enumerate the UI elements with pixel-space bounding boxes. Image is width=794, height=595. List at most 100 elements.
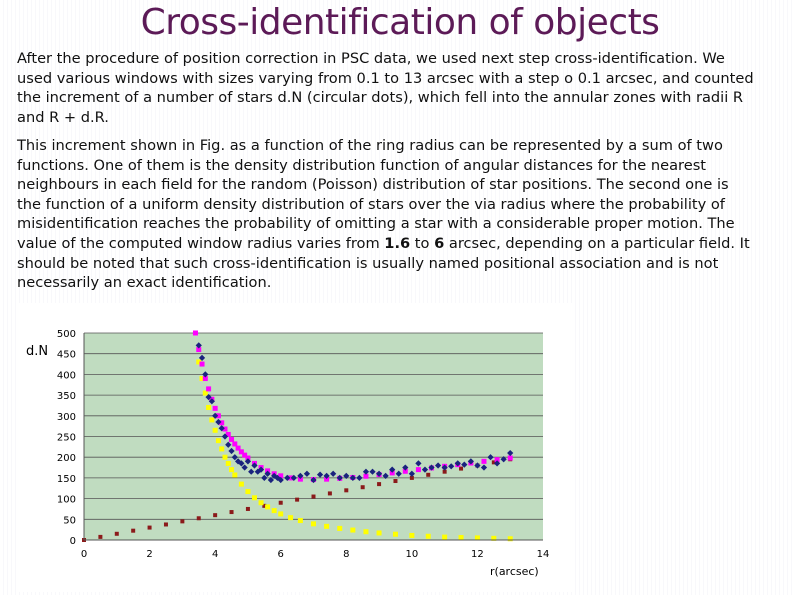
y-tick-label: 300: [57, 412, 76, 423]
y-tick-label: 250: [57, 433, 76, 444]
fit-point-poisson: [209, 417, 215, 423]
data-point-dn: [238, 460, 245, 467]
chart-panel: 0 50 100 150 200 250 300 350 400 450 500 0 2 4 6 8 10 12 1…: [18, 303, 574, 592]
fit-point-poisson: [288, 515, 294, 521]
fit-point-total: [212, 405, 218, 411]
fit-point-uniform: [213, 513, 218, 518]
fit-point-poisson: [363, 529, 369, 535]
fit-point-poisson: [425, 533, 431, 539]
paragraph-intro: After the procedure of position correcti…: [17, 50, 754, 126]
fit-point-total: [507, 455, 513, 461]
y-tick-label: 0: [70, 536, 76, 547]
data-point-dn: [267, 476, 274, 484]
fit-point-uniform: [131, 528, 136, 533]
fit-point-total: [278, 473, 284, 479]
y-axis-title: d.N: [26, 344, 48, 359]
fit-point-uniform: [229, 510, 234, 515]
fit-point-total: [242, 452, 248, 458]
fit-point-poisson: [238, 481, 244, 487]
data-point-dn: [202, 371, 209, 378]
fit-point-poisson: [337, 525, 343, 531]
fit-point-poisson: [507, 536, 513, 542]
y-tick-label: 450: [57, 350, 76, 361]
paragraph-explanation: This increment shown in Fig. as a functi…: [17, 136, 757, 293]
data-point-dn: [208, 398, 215, 405]
fit-point-total: [324, 476, 330, 482]
fit-point-poisson: [219, 446, 225, 452]
fit-point-total: [494, 457, 500, 463]
x-tick-label: 12: [471, 549, 484, 560]
fit-point-poisson: [232, 472, 238, 478]
fit-point-total: [206, 386, 212, 392]
x-tick-label: 2: [146, 549, 152, 560]
fit-point-poisson: [458, 535, 464, 541]
data-point-dn: [198, 354, 206, 361]
fit-point-uniform: [491, 460, 496, 465]
fit-point-uniform: [245, 506, 250, 511]
fit-point-total: [196, 347, 202, 353]
dn-vs-radius-chart: 0 50 100 150 200 250 300 350 400 450 500 0 2 4 6 8 10 12 1…: [26, 329, 549, 578]
fit-point-uniform: [98, 534, 103, 539]
y-tick-label: 500: [57, 329, 76, 340]
fit-point-uniform: [377, 482, 382, 487]
fit-point-poisson: [271, 508, 277, 514]
x-tick-label: 10: [405, 549, 418, 560]
data-point-dn: [248, 468, 255, 475]
fit-point-total: [192, 330, 198, 336]
fit-point-poisson: [199, 376, 205, 382]
paragraph-text-c: arcsec, depending on a particular field.…: [17, 234, 750, 292]
window-radius-max: 6: [434, 234, 445, 252]
fit-point-poisson: [251, 495, 257, 501]
x-tick-label: 8: [343, 549, 349, 560]
fit-point-total: [222, 426, 228, 432]
x-tick-label: 4: [212, 549, 218, 560]
fit-point-total: [225, 431, 231, 437]
data-point-dn: [218, 425, 225, 432]
fit-point-total: [415, 467, 421, 473]
fit-point-uniform: [344, 488, 349, 493]
fit-point-total: [245, 455, 251, 461]
fit-point-uniform: [442, 469, 447, 474]
x-axis-title: r(arcsec): [490, 565, 539, 578]
fit-point-poisson: [212, 427, 218, 433]
fit-point-poisson: [245, 489, 251, 495]
fit-point-total: [229, 436, 235, 442]
y-tick-label: 50: [63, 515, 76, 526]
fit-point-poisson: [215, 438, 221, 444]
window-radius-min: 1.6: [384, 234, 411, 252]
fit-point-poisson: [350, 527, 356, 533]
fit-point-total: [389, 470, 395, 476]
fit-point-poisson: [376, 530, 382, 536]
fit-point-poisson: [202, 390, 208, 396]
fit-point-total: [481, 458, 487, 464]
fit-point-poisson: [265, 504, 271, 510]
fit-point-poisson: [225, 460, 231, 466]
x-tick-label: 6: [278, 549, 284, 560]
fit-point-total: [215, 413, 221, 419]
y-tick-label: 100: [57, 495, 76, 506]
fit-point-uniform: [114, 531, 119, 536]
paragraph-text-a: This increment shown in Fig. as a functi…: [17, 137, 735, 252]
fit-point-uniform: [262, 503, 267, 508]
fit-point-poisson: [297, 518, 303, 524]
fit-point-uniform: [278, 500, 283, 505]
fit-point-uniform: [147, 525, 152, 530]
fit-point-total: [219, 420, 225, 426]
paragraph-text-mid: to: [410, 234, 435, 252]
fit-point-uniform: [295, 497, 300, 502]
fit-point-uniform: [327, 491, 332, 496]
y-tick-label: 400: [57, 370, 76, 381]
fit-point-total: [202, 376, 208, 382]
fit-point-uniform: [393, 479, 398, 484]
fit-point-total: [288, 475, 294, 481]
fit-point-poisson: [278, 511, 284, 517]
fit-point-uniform: [360, 485, 365, 490]
fit-point-uniform: [196, 516, 201, 521]
fit-point-total: [232, 441, 238, 447]
fit-point-uniform: [180, 519, 185, 524]
fit-point-poisson: [222, 454, 228, 460]
fit-point-poisson: [392, 531, 398, 537]
fit-point-poisson: [311, 521, 316, 527]
fit-point-uniform: [426, 472, 431, 477]
fit-point-uniform: [163, 522, 168, 527]
